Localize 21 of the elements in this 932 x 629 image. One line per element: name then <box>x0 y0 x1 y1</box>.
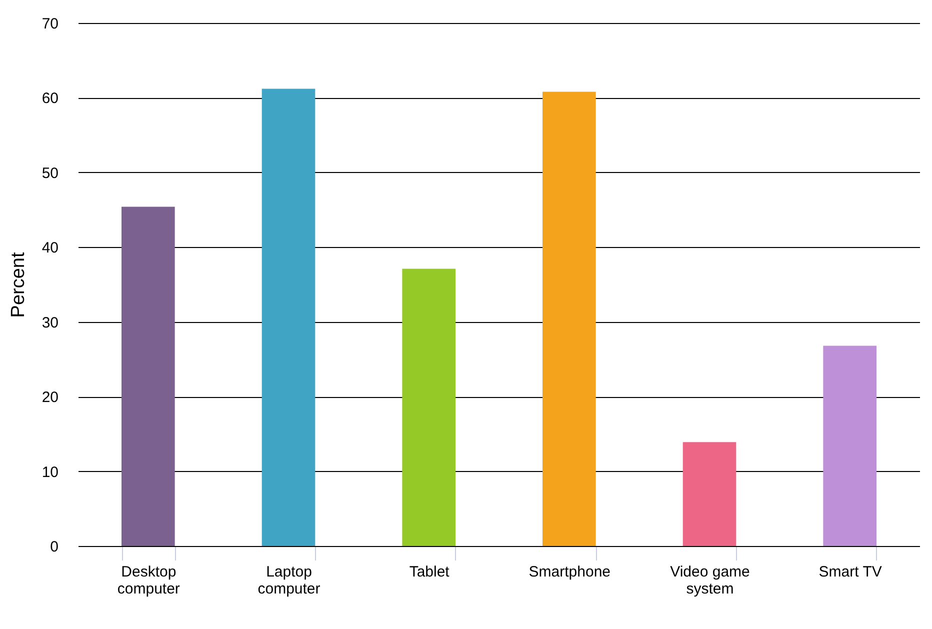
x-tick-label: Video game system <box>670 564 750 598</box>
x-tick-label: Laptop computer <box>258 564 320 598</box>
bar <box>262 88 316 546</box>
y-tick-label: 40 <box>42 240 58 257</box>
y-tick-label: 50 <box>42 164 58 182</box>
y-tick-label: 30 <box>42 314 58 332</box>
y-tick-label: 0 <box>50 538 58 556</box>
bar <box>823 346 876 546</box>
bar <box>682 442 736 546</box>
y-axis-title: Percent <box>8 252 29 318</box>
y-tick-label: 10 <box>42 464 58 481</box>
x-tick-label: Smartphone <box>528 564 611 580</box>
bar <box>542 92 596 546</box>
x-tick-label: Tablet <box>409 564 450 580</box>
bar <box>122 206 175 546</box>
y-tick-label: 60 <box>42 90 58 108</box>
x-tick-label: Smart TV <box>818 564 882 580</box>
x-tick-label: Desktop computer <box>117 564 180 598</box>
y-tick-label: 20 <box>42 389 58 406</box>
y-tick-label: 70 <box>42 16 58 32</box>
bar <box>402 268 456 546</box>
